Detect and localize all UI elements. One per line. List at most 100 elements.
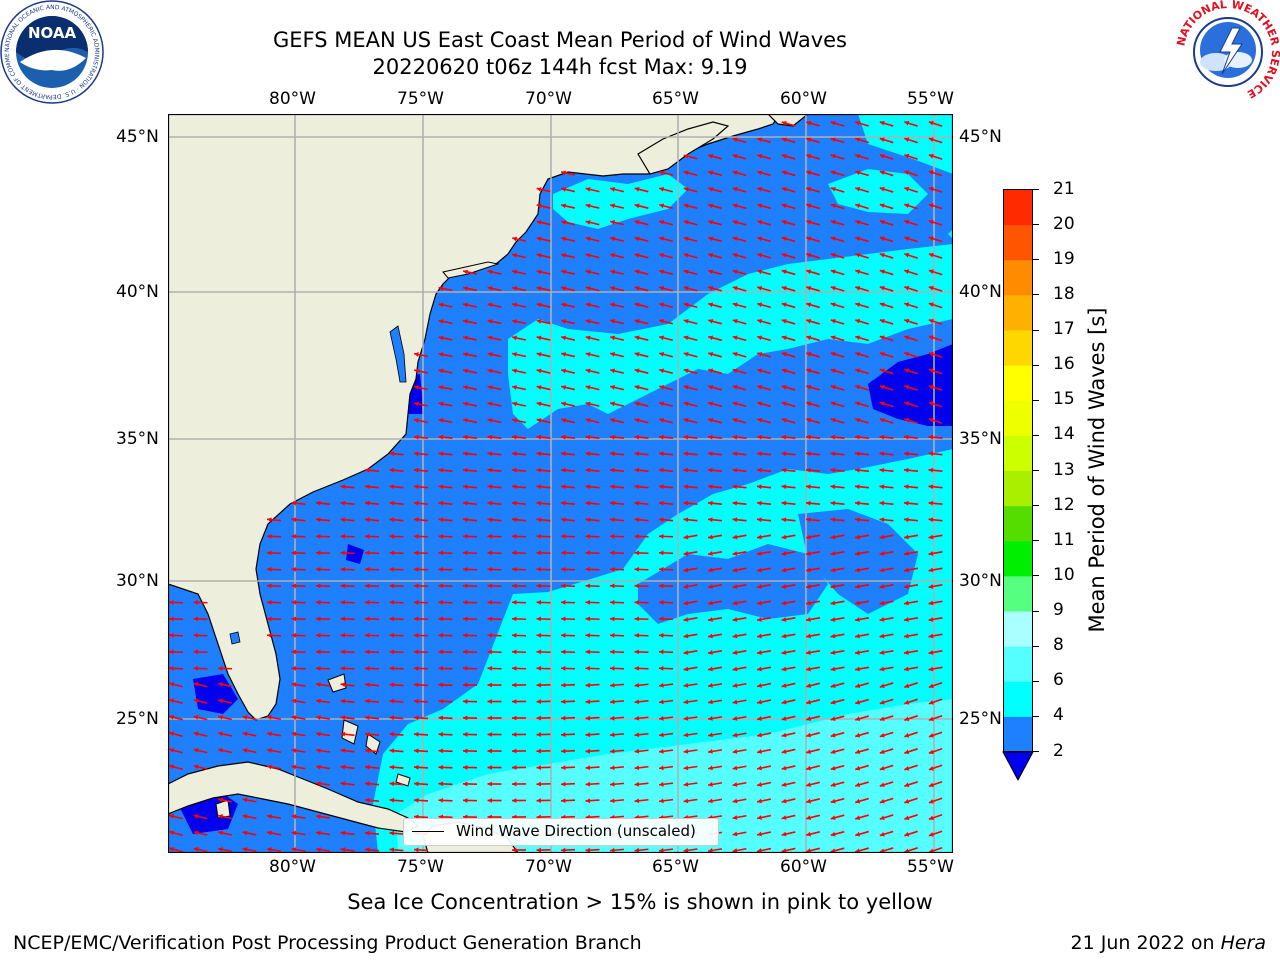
lat-label: 25°N	[959, 709, 1002, 729]
wave-direction-arrow	[855, 318, 869, 325]
wave-direction-arrow	[781, 252, 796, 259]
wave-direction-arrow	[560, 649, 576, 655]
wave-direction-arrow	[855, 731, 869, 738]
colorbar-segment	[1003, 435, 1033, 471]
colorbar-tick-label: 6	[1053, 670, 1064, 691]
wave-direction-arrow	[389, 600, 404, 605]
wave-direction-arrow	[756, 517, 772, 523]
wave-direction-arrow	[389, 484, 404, 490]
wave-direction-arrow	[242, 814, 257, 820]
wave-direction-arrow	[193, 600, 208, 605]
wave-direction-arrow	[610, 368, 624, 374]
wave-direction-arrow	[389, 467, 404, 473]
wave-direction-arrow	[757, 351, 771, 358]
wave-direction-arrow	[169, 748, 183, 754]
wave-direction-arrow	[487, 583, 502, 589]
wave-direction-arrow	[217, 698, 233, 704]
wave-direction-arrow	[291, 764, 306, 770]
colorbar-segment	[1003, 259, 1033, 296]
wave-direction-arrow	[756, 682, 772, 688]
wave-direction-arrow	[634, 600, 649, 605]
wave-direction-arrow	[340, 534, 355, 539]
wave-direction-arrow	[830, 616, 845, 622]
wave-direction-arrow	[756, 649, 772, 655]
wave-direction-arrow	[634, 798, 649, 804]
wave-direction-arrow	[879, 633, 894, 639]
wave-direction-arrow	[805, 500, 821, 506]
wave-direction-arrow	[340, 583, 355, 589]
wave-direction-arrow	[806, 351, 820, 358]
wave-direction-arrow	[928, 633, 943, 639]
wave-direction-arrow	[659, 335, 673, 342]
wave-direction-arrow	[806, 203, 820, 210]
wave-direction-arrow	[830, 318, 845, 325]
wave-direction-arrow	[462, 269, 478, 275]
wave-direction-arrow	[536, 434, 551, 440]
colorbar-tick-label: 14	[1053, 424, 1075, 445]
wave-direction-arrow	[462, 368, 478, 374]
wave-direction-arrow	[781, 203, 796, 210]
wave-direction-arrow	[511, 798, 527, 803]
wave-direction-arrow	[879, 764, 894, 771]
wave-direction-arrow	[634, 781, 649, 787]
wave-direction-arrow	[193, 616, 208, 622]
wave-direction-arrow	[169, 847, 183, 853]
wave-direction-arrow	[634, 269, 649, 275]
wave-direction-arrow	[806, 401, 820, 408]
wave-direction-arrow	[364, 484, 380, 490]
wave-direction-arrow	[903, 534, 919, 540]
wave-direction-arrow	[658, 567, 674, 572]
wave-direction-arrow	[585, 666, 600, 671]
wave-direction-arrow	[830, 203, 845, 210]
wave-direction-arrow	[340, 484, 355, 490]
lon-label: 60°W	[780, 857, 827, 877]
wave-direction-arrow	[634, 567, 649, 572]
wave-direction-arrow	[830, 797, 845, 804]
wave-direction-arrow	[634, 467, 649, 473]
wave-direction-arrow	[904, 764, 918, 771]
wave-direction-arrow	[217, 797, 233, 803]
wave-direction-arrow	[854, 600, 870, 606]
footer-credit: NCEP/EMC/Verification Post Processing Pr…	[13, 932, 642, 954]
wave-direction-arrow	[609, 484, 625, 490]
wave-direction-arrow	[291, 633, 306, 638]
wave-direction-arrow	[561, 302, 575, 308]
wave-direction-arrow	[757, 137, 771, 144]
wave-direction-arrow	[291, 517, 306, 523]
wave-direction-arrow	[585, 451, 600, 457]
wave-direction-arrow	[732, 417, 747, 424]
wave-direction-arrow	[291, 616, 306, 622]
wave-direction-arrow	[830, 715, 845, 721]
wave-direction-arrow	[536, 236, 551, 242]
wave-direction-arrow	[585, 418, 600, 424]
wave-direction-arrow	[732, 368, 747, 375]
wave-direction-arrow	[658, 484, 674, 490]
land-nova-scotia	[637, 121, 730, 175]
wave-direction-arrow	[560, 666, 576, 671]
wave-direction-arrow	[193, 633, 208, 638]
wave-direction-arrow	[732, 633, 747, 639]
lake-okeechobee	[229, 631, 241, 645]
wave-direction-arrow	[511, 434, 527, 440]
wave-direction-arrow	[806, 219, 820, 226]
footer-date-text: 21 Jun 2022 on	[1070, 932, 1215, 954]
wave-direction-arrow	[854, 484, 870, 490]
wave-direction-arrow	[805, 633, 821, 639]
wave-direction-arrow	[928, 269, 943, 276]
wave-direction-arrow	[438, 633, 453, 638]
wave-direction-arrow	[315, 814, 331, 820]
wave-direction-arrow	[585, 649, 600, 655]
wave-direction-arrow	[609, 517, 625, 523]
wave-direction-arrow	[536, 352, 551, 358]
wave-direction-arrow	[806, 384, 820, 391]
wave-direction-arrow	[756, 765, 772, 771]
wave-direction-arrow	[389, 583, 404, 589]
wave-direction-arrow	[781, 434, 796, 440]
land-long-island	[442, 261, 500, 279]
wave-direction-arrow	[585, 567, 600, 572]
wave-direction-arrow	[266, 600, 282, 605]
wave-direction-arrow	[217, 847, 233, 853]
wave-direction-arrow	[707, 798, 723, 804]
wave-direction-arrow	[462, 418, 478, 424]
wave-direction-arrow	[413, 698, 429, 704]
